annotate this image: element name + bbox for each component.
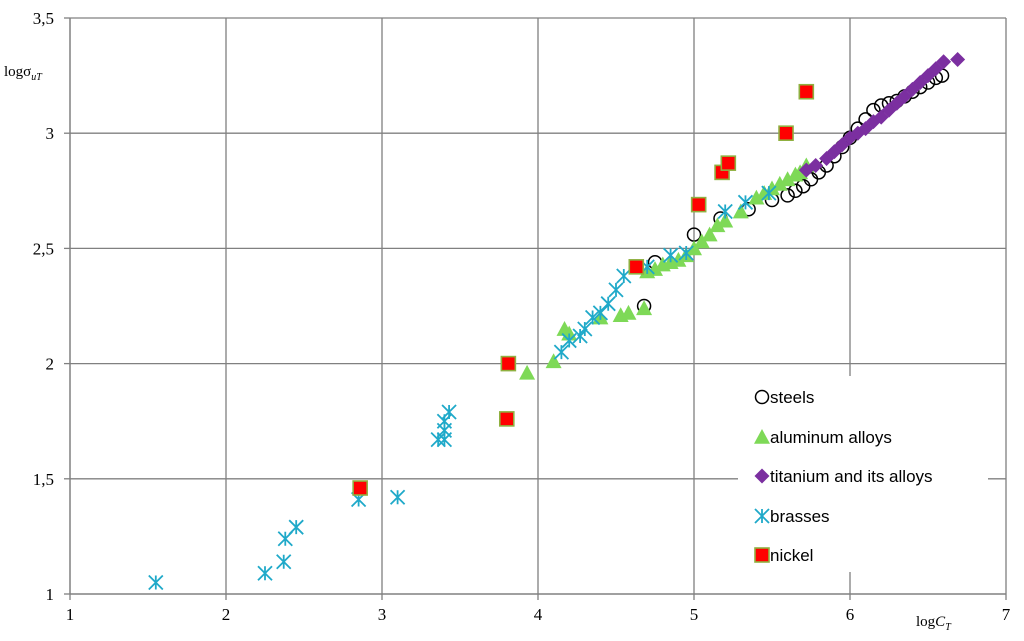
legend: steels aluminum alloys titanium and its … <box>738 376 988 572</box>
point-aluminum <box>701 226 718 242</box>
y-axis-label: logσuT <box>4 64 43 83</box>
legend-marker-titanium <box>754 468 770 484</box>
point-aluminum <box>636 300 653 316</box>
legend-label-titanium: titanium and its alloys <box>770 467 933 486</box>
point-aluminum <box>732 203 749 219</box>
legend-marker-aluminum <box>754 429 770 444</box>
point-nickel <box>778 125 794 141</box>
point-brasses <box>441 404 457 420</box>
point-nickel <box>498 411 515 427</box>
legend-markers <box>754 389 770 563</box>
x-tick-label: 5 <box>690 605 699 624</box>
x-tick-label: 1 <box>66 605 75 624</box>
y-tick-label: 1,5 <box>33 470 54 489</box>
point-steels <box>788 183 803 199</box>
y-tick-label: 3 <box>46 124 55 143</box>
tick-labels: 1 2 3 4 5 6 7 1 1,5 2 2,5 3 3,5 <box>33 9 1011 624</box>
legend-label-steels: steels <box>770 388 814 407</box>
point-brasses <box>257 565 273 581</box>
x-tick-label: 3 <box>378 605 387 624</box>
y-tick-label: 3,5 <box>33 9 54 28</box>
point-brasses <box>717 203 733 220</box>
point-nickel <box>690 196 707 213</box>
x-tick-label: 4 <box>534 605 543 624</box>
x-tick-label: 6 <box>846 605 855 624</box>
point-brasses <box>600 296 616 312</box>
point-brasses <box>608 282 624 298</box>
point-aluminum <box>693 233 710 249</box>
point-titanium <box>808 157 824 173</box>
point-brasses <box>389 489 406 505</box>
point-aluminum <box>686 240 702 256</box>
point-brasses <box>577 321 593 337</box>
legend-label-brasses: brasses <box>770 507 830 526</box>
point-brasses <box>288 519 304 535</box>
point-brasses <box>761 185 777 201</box>
point-aluminum <box>779 171 796 187</box>
point-brasses <box>430 431 446 448</box>
point-brasses <box>662 247 679 263</box>
point-aluminum <box>748 189 765 205</box>
y-tick-label: 1 <box>46 585 55 604</box>
legend-label-aluminum: aluminum alloys <box>770 428 892 447</box>
point-titanium <box>950 51 966 67</box>
point-nickel <box>352 480 368 496</box>
point-aluminum <box>545 353 562 369</box>
point-brasses <box>276 554 292 570</box>
point-nickel <box>628 259 645 275</box>
x-tick-label: 7 <box>1002 605 1011 624</box>
legend-label-nickel: nickel <box>770 546 813 565</box>
point-nickel <box>798 83 815 100</box>
point-steels <box>780 188 795 203</box>
x-axis-label: logCT <box>916 614 952 633</box>
legend-marker-brasses <box>754 508 770 524</box>
point-brasses <box>553 344 570 360</box>
point-aluminum <box>647 261 663 276</box>
point-nickel <box>720 155 737 171</box>
point-brasses <box>561 332 577 349</box>
point-brasses <box>584 309 601 326</box>
point-brasses <box>592 305 609 321</box>
point-aluminum <box>670 251 687 267</box>
point-aluminum <box>620 304 637 320</box>
x-tick-label: 2 <box>222 605 231 624</box>
point-nickel <box>500 355 517 372</box>
point-brasses <box>678 245 694 261</box>
data-points <box>148 51 966 591</box>
point-brasses <box>616 268 632 284</box>
point-aluminum <box>709 217 726 233</box>
legend-marker-nickel <box>754 547 770 563</box>
y-tick-label: 2 <box>46 355 55 374</box>
point-aluminum <box>717 212 734 228</box>
point-titanium <box>936 54 952 70</box>
point-brasses <box>737 194 754 210</box>
point-aluminum <box>519 364 536 380</box>
axes <box>64 17 1007 600</box>
legend-background <box>738 376 988 572</box>
legend-marker-steels <box>754 389 770 405</box>
y-tick-label: 2,5 <box>33 239 54 258</box>
point-brasses <box>148 574 164 591</box>
